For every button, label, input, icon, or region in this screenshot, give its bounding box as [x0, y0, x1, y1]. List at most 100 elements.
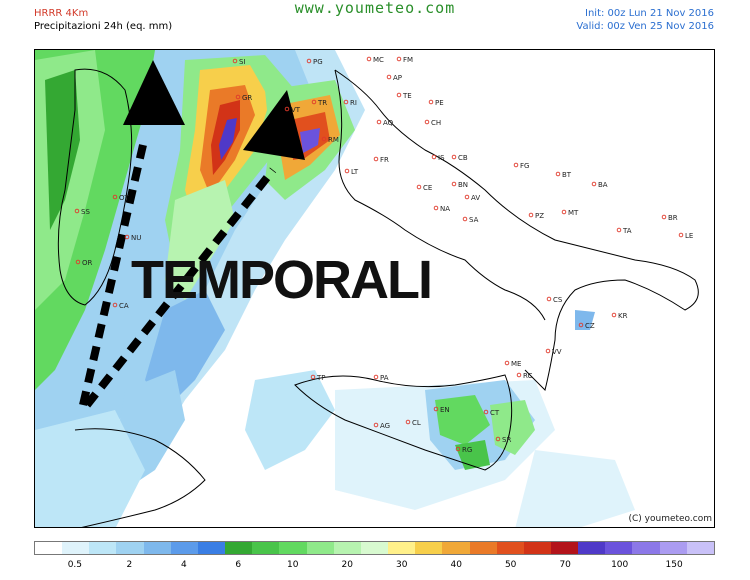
city-label-av: AV	[471, 194, 480, 202]
city-marker-tr	[311, 99, 317, 105]
legend-swatch	[170, 542, 198, 554]
legend-tick-label: 20	[341, 560, 353, 570]
city-label-cz: CZ	[585, 322, 595, 330]
storm-trajectory-arrows	[79, 60, 305, 408]
city-marker-fr	[373, 156, 379, 162]
legend-tick-label: 40	[450, 560, 462, 570]
city-marker-pa	[373, 374, 379, 380]
city-label-ri: RI	[350, 99, 357, 107]
city-marker-br	[661, 214, 667, 220]
legend-swatch	[360, 542, 389, 554]
legend-tick-label: 30	[396, 560, 408, 570]
city-label-ap: AP	[393, 74, 402, 82]
city-marker-cl	[405, 419, 411, 425]
city-marker-mt	[561, 209, 567, 215]
city-label-mt: MT	[568, 209, 579, 217]
city-label-ag: AG	[380, 422, 390, 430]
valid-time-label: Valid: 00z Ven 25 Nov 2016	[576, 21, 714, 32]
city-label-cs: CS	[553, 296, 563, 304]
city-label-rc: RC	[523, 372, 533, 380]
legend-swatch	[496, 542, 524, 554]
city-marker-ct	[483, 409, 489, 415]
city-label-nu: NU	[131, 234, 141, 242]
city-marker-rc	[516, 372, 522, 378]
city-marker-ap	[386, 74, 392, 80]
city-marker-ce	[416, 184, 422, 190]
city-label-mc: MC	[373, 56, 384, 64]
legend-swatch	[605, 542, 633, 554]
city-label-ta: TA	[622, 227, 632, 235]
legend-swatch	[632, 542, 660, 554]
city-label-pe: PE	[435, 99, 444, 107]
legend-swatch	[523, 542, 551, 554]
legend-swatch	[252, 542, 280, 554]
legend-swatch	[550, 542, 579, 554]
city-marker-le	[678, 232, 684, 238]
city-marker-ba	[591, 181, 597, 187]
legend-swatch	[62, 542, 90, 554]
city-marker-vt	[284, 106, 290, 112]
city-marker-sa	[462, 216, 468, 222]
legend-swatch	[578, 542, 606, 554]
city-marker-cb	[451, 154, 457, 160]
city-marker-si	[232, 58, 238, 64]
city-marker-sr	[495, 436, 501, 442]
city-label-aq: AQ	[383, 119, 394, 127]
legend-swatch	[415, 542, 443, 554]
city-marker-bn	[451, 181, 457, 187]
legend-swatch	[469, 542, 497, 554]
city-marker-kr	[611, 312, 617, 318]
legend-swatch	[306, 542, 334, 554]
city-label-pz: PZ	[535, 212, 544, 220]
city-label-fr: FR	[380, 156, 389, 164]
city-marker-av	[464, 194, 470, 200]
legend-swatch	[279, 542, 307, 554]
city-label-en: EN	[440, 406, 450, 414]
city-label-ca: CA	[119, 302, 129, 310]
city-marker-bt	[555, 171, 561, 177]
city-marker-ch	[424, 119, 430, 125]
city-label-is: IS	[438, 154, 445, 162]
precipitation-map[interactable]: MC FM AP TE PE CH AQ RI TR PG SI GR VT RM LT FR IS CB CE BN…	[34, 49, 715, 528]
city-marker-pe	[428, 99, 434, 105]
coastlines	[57, 68, 699, 527]
legend-swatch	[442, 542, 470, 554]
city-marker-te	[396, 92, 402, 98]
model-label: HRRR 4Km	[34, 8, 89, 19]
legend-tick-label: 150	[665, 560, 683, 570]
city-label-ce: CE	[423, 184, 432, 192]
legend-swatch	[225, 542, 253, 554]
city-label-na: NA	[440, 205, 450, 213]
city-marker-vv	[545, 348, 551, 354]
legend-swatch	[333, 542, 361, 554]
city-marker-tp	[310, 374, 316, 380]
legend-swatch	[143, 542, 171, 554]
city-label-pg: PG	[313, 58, 323, 66]
city-label-fm: FM	[403, 56, 413, 64]
city-marker-pg	[306, 58, 312, 64]
city-label-pa: PA	[380, 374, 389, 382]
site-url[interactable]: www.youmeteo.com	[294, 0, 456, 17]
legend-tick-label: 50	[504, 560, 517, 570]
city-label-le: LE	[685, 232, 693, 240]
legend-tick-label: 2	[126, 560, 133, 570]
city-label-sr: SR	[502, 436, 511, 444]
legend-tick-label: 10	[287, 560, 299, 570]
city-label-rg: RG	[462, 446, 472, 454]
city-marker-rm	[321, 136, 327, 142]
city-label-cb: CB	[458, 154, 468, 162]
city-marker-me	[504, 360, 510, 366]
city-marker-en	[433, 406, 439, 412]
city-label-kr: KR	[618, 312, 628, 320]
city-marker-ri	[343, 99, 349, 105]
city-label-ba: BA	[598, 181, 608, 189]
city-marker-lt	[344, 168, 350, 174]
city-marker-pz	[528, 212, 534, 218]
legend-swatch	[388, 542, 416, 554]
city-label-ct: CT	[490, 409, 500, 417]
precipitation-legend	[34, 541, 715, 555]
city-marker-rg	[455, 446, 461, 452]
precipitation-field	[35, 50, 635, 527]
legend-swatch	[686, 542, 714, 554]
map-canvas: MC FM AP TE PE CH AQ RI TR PG SI GR VT RM LT FR IS CB CE BN…	[35, 50, 699, 527]
